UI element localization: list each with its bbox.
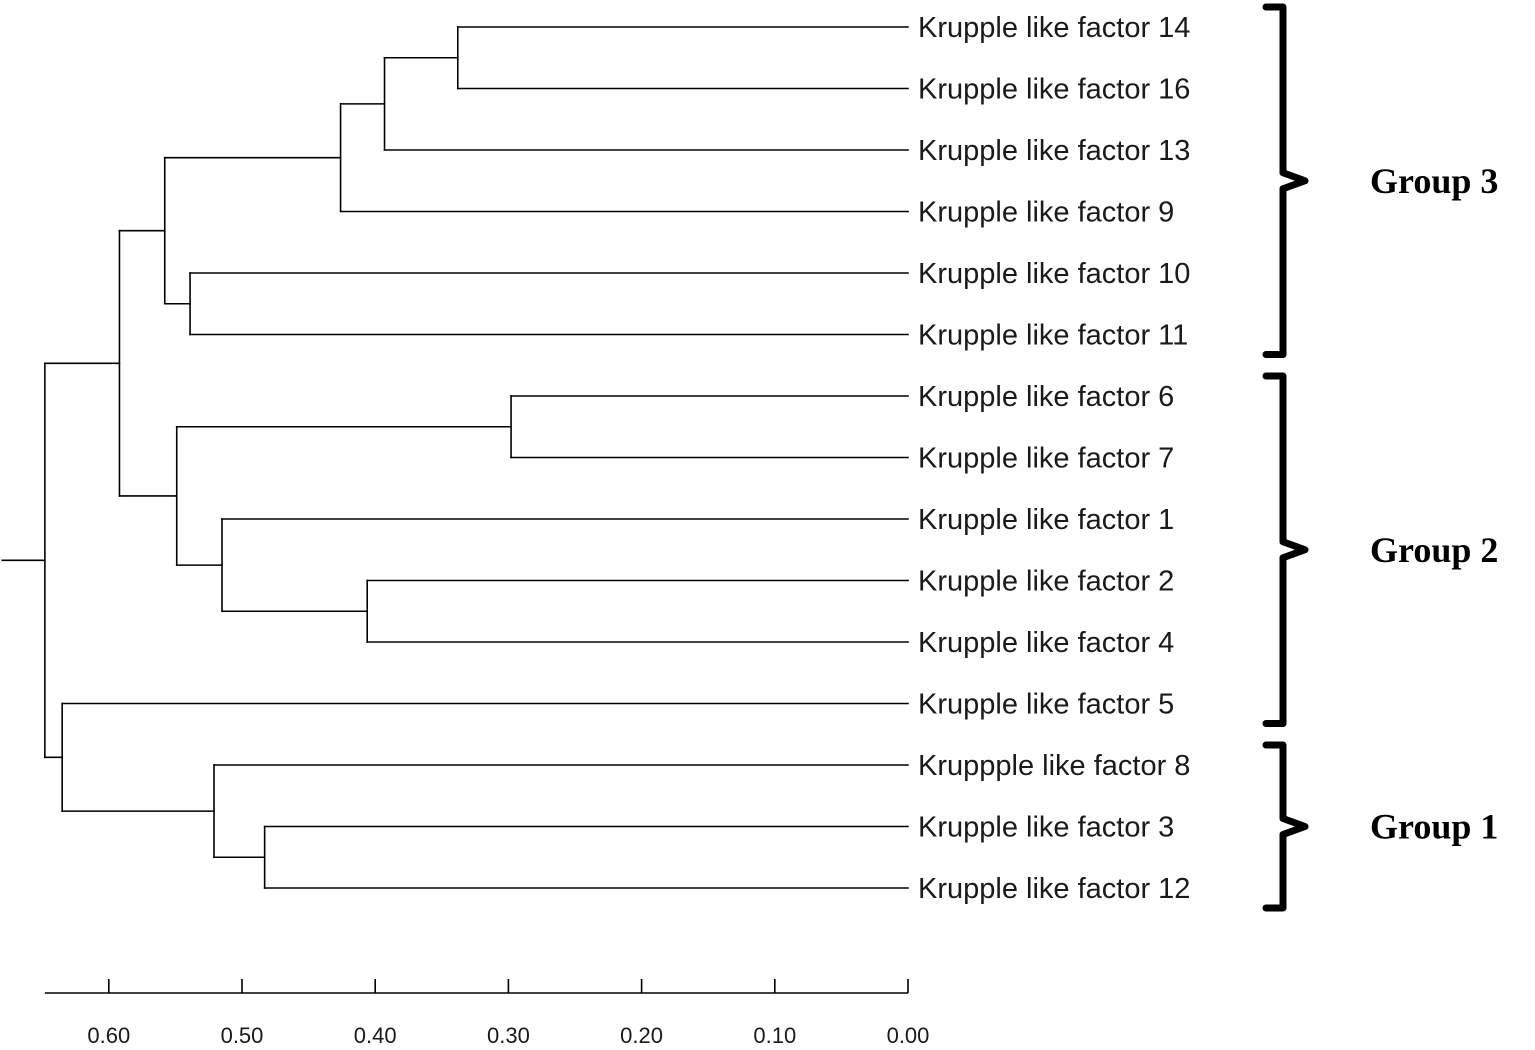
axis-tick-label: 0.30 bbox=[487, 1023, 530, 1048]
group-bracket-2 bbox=[1262, 372, 1309, 727]
leaf-label-klf16: Krupple like factor 16 bbox=[918, 74, 1190, 106]
axis-tick-label: 0.40 bbox=[354, 1023, 397, 1048]
leaf-label-klf4: Krupple like factor 4 bbox=[918, 627, 1174, 659]
leaf-label-klf12: Krupple like factor 12 bbox=[918, 873, 1190, 905]
axis-tick-label: 0.60 bbox=[87, 1023, 130, 1048]
leaf-label-klf5: Krupple like factor 5 bbox=[918, 689, 1174, 721]
group-label: Group 1 bbox=[1370, 807, 1498, 847]
leaf-label-klf8: Kruppple like factor 8 bbox=[918, 750, 1190, 782]
leaf-label-klf10: Krupple like factor 10 bbox=[918, 258, 1190, 290]
axis-tick-label: 0.20 bbox=[620, 1023, 663, 1048]
leaf-label-klf13: Krupple like factor 13 bbox=[918, 135, 1190, 167]
group-brackets: Group 3 Group 2 Group 1 bbox=[1262, 3, 1498, 912]
leaf-label-klf6: Krupple like factor 6 bbox=[918, 381, 1174, 413]
group-label: Group 2 bbox=[1370, 530, 1498, 570]
group-label: Group 3 bbox=[1370, 161, 1498, 201]
axis-tick-label: 0.00 bbox=[887, 1023, 930, 1048]
leaf-label-klf9: Krupple like factor 9 bbox=[918, 197, 1174, 229]
distance-axis: 0.60 0.50 0.40 0.30 0.20 0.10 0.00 bbox=[44, 979, 930, 1048]
dendrogram-branches bbox=[1, 26, 909, 889]
group-bracket-1 bbox=[1262, 3, 1309, 358]
leaf-label-klf11: Krupple like factor 11 bbox=[918, 320, 1188, 352]
axis-tick-label: 0.10 bbox=[753, 1023, 796, 1048]
leaf-label-klf7: Krupple like factor 7 bbox=[918, 443, 1174, 475]
leaf-label-klf14: Krupple like factor 14 bbox=[918, 12, 1190, 44]
leaf-label-klf3: Krupple like factor 3 bbox=[918, 812, 1174, 844]
leaf-label-klf1: Krupple like factor 1 bbox=[918, 504, 1174, 536]
group-bracket-3 bbox=[1262, 741, 1309, 912]
leaf-label-klf2: Krupple like factor 2 bbox=[918, 566, 1174, 598]
leaf-labels: Krupple like factor 14 Krupple like facto… bbox=[918, 12, 1190, 905]
axis-tick-label: 0.50 bbox=[221, 1023, 264, 1048]
